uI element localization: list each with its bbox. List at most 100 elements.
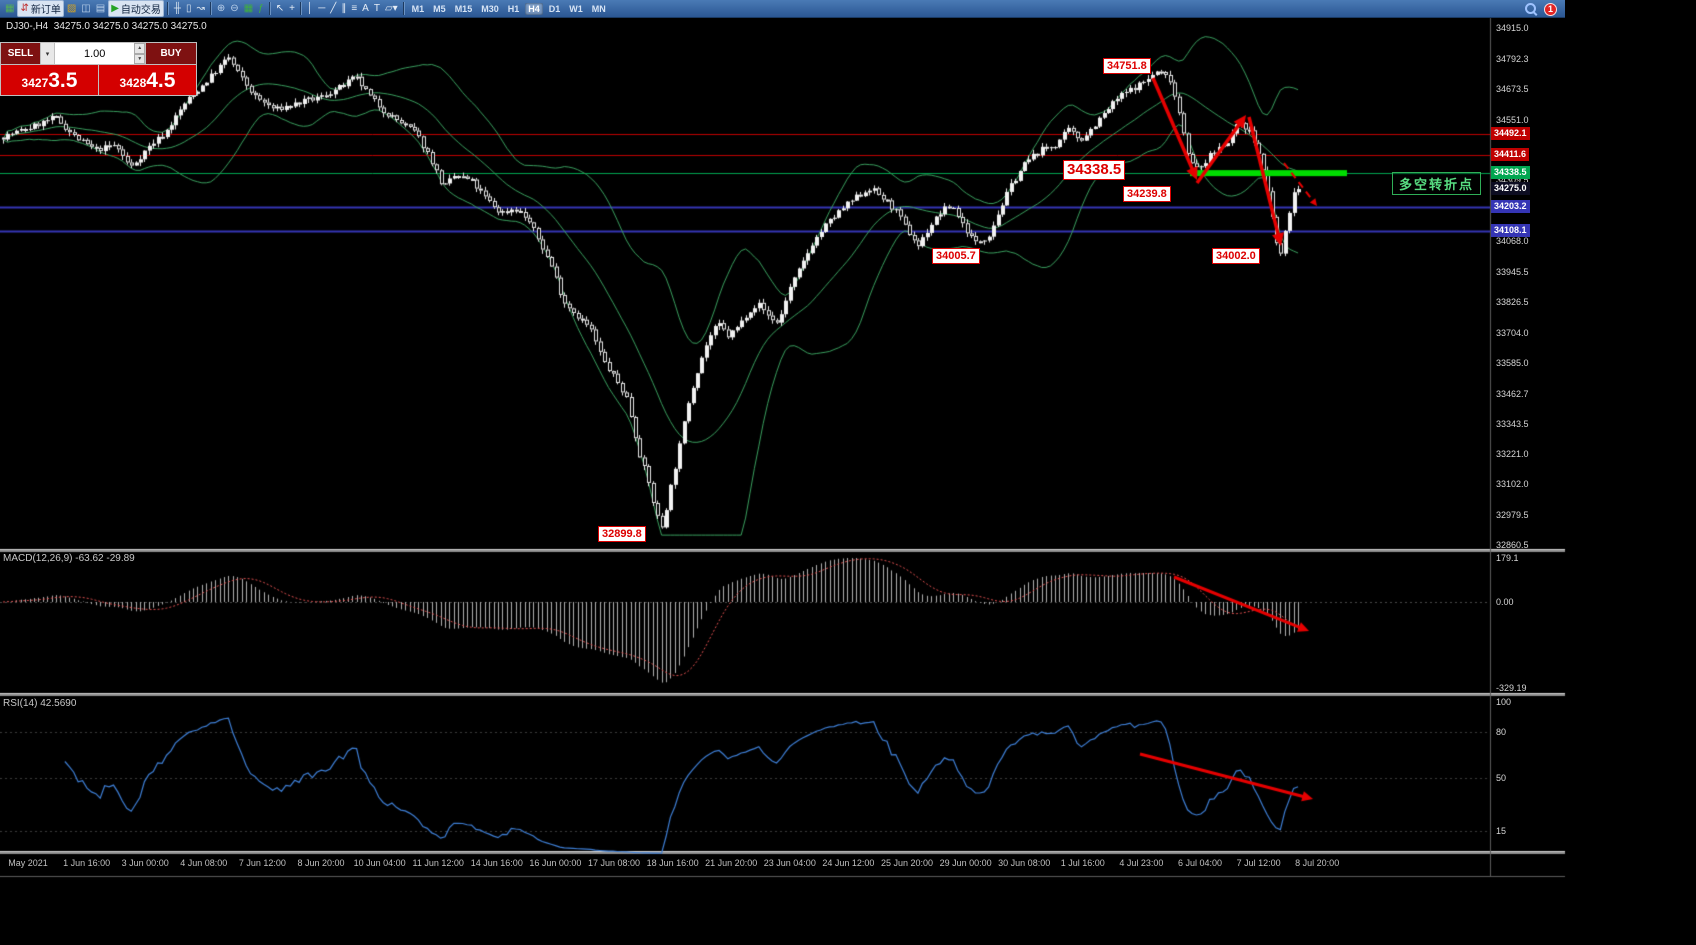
toolbar-right-group: 1 xyxy=(1524,2,1557,16)
time-axis-label: 24 Jun 12:00 xyxy=(822,858,875,868)
label-button[interactable]: T xyxy=(372,1,382,16)
price-axis-label: 34068.0 xyxy=(1496,236,1529,247)
order-type-dropdown[interactable]: ▾ xyxy=(41,43,54,64)
search-icon-handle xyxy=(1532,11,1538,16)
time-axis-label: May 2021 xyxy=(8,858,48,868)
buy-button[interactable]: BUY xyxy=(146,43,196,64)
timeframe-h4-button[interactable]: H4 xyxy=(525,2,543,15)
toolbar-separator xyxy=(209,2,212,15)
buy-price-big: 4.5 xyxy=(146,68,176,92)
indicators-icon: ƒ xyxy=(258,2,264,14)
price-line-label: 34203.2 xyxy=(1491,200,1530,214)
cursor-button[interactable]: ↖ xyxy=(274,1,286,16)
price-axis-label: 33704.0 xyxy=(1496,327,1529,338)
timeframe-m5-button[interactable]: M5 xyxy=(433,3,446,14)
vertical-line-button[interactable]: │ xyxy=(305,1,315,16)
buy-price-small: 3428 xyxy=(119,75,147,90)
zoom-in-button[interactable]: ⊕ xyxy=(215,1,227,16)
time-axis-label: 14 Jun 16:00 xyxy=(470,858,523,868)
price-axis-label: 33826.5 xyxy=(1496,296,1529,307)
rsi-label: RSI(14) 42.5690 xyxy=(3,698,77,709)
search-icon-circle xyxy=(1525,3,1536,14)
auto-trading-button-label: 自动交易 xyxy=(120,5,161,16)
price-line-label: 34411.6 xyxy=(1491,147,1530,161)
market-watch-button[interactable]: ◫ xyxy=(79,1,92,16)
channel-icon: ∥ xyxy=(341,2,347,14)
time-axis-label: 1 Jun 16:00 xyxy=(63,858,111,868)
shapes-button[interactable]: ▱▾ xyxy=(383,1,400,16)
timeframe-m15-button[interactable]: M15 xyxy=(454,3,473,14)
new-order-button-label: 新订单 xyxy=(30,5,61,16)
price-line-label: 34275.0 xyxy=(1491,182,1530,196)
price-axis-label: 34309.5 xyxy=(1496,175,1529,186)
price-line-label: 34338.5 xyxy=(1491,166,1530,180)
price-line-label: 34108.1 xyxy=(1491,224,1530,238)
fibonacci-button[interactable]: ≡ xyxy=(349,1,359,16)
auto-trading-button[interactable]: ▶ 自动交易 xyxy=(108,0,164,17)
time-axis-label: 6 Jul 04:00 xyxy=(1177,858,1223,868)
tile-windows-button[interactable]: ▦ xyxy=(242,1,255,16)
crosshair-icon: + xyxy=(289,2,295,14)
toolbar-separator xyxy=(299,2,302,15)
toolbar-separator xyxy=(166,2,169,15)
volume-input[interactable] xyxy=(55,43,135,64)
indicators-button[interactable]: ƒ xyxy=(256,1,266,16)
data-window-button[interactable]: ▤ xyxy=(94,1,107,16)
price-axis-label: 34551.0 xyxy=(1496,114,1529,125)
buy-price[interactable]: 3428 4.5 xyxy=(99,65,196,95)
price-axis-label: 33343.5 xyxy=(1496,418,1529,429)
cursor-icon: ↖ xyxy=(275,2,285,14)
price-axis-label: 33585.0 xyxy=(1496,357,1529,368)
line-chart-button[interactable]: ↝ xyxy=(195,1,207,16)
horizontal-line-button[interactable]: ─ xyxy=(316,1,327,16)
time-axis-label: 16 Jun 00:00 xyxy=(529,858,582,868)
volume-up-button[interactable]: ▲ xyxy=(134,43,145,54)
search-icon[interactable] xyxy=(1524,2,1538,16)
zoom-out-button[interactable]: ⊖ xyxy=(228,1,240,16)
price-annotation[interactable]: 32899.8 xyxy=(598,526,646,542)
sell-price[interactable]: 3427 3.5 xyxy=(1,65,98,95)
text-icon: A xyxy=(362,2,369,14)
history-center-button[interactable]: ▨ xyxy=(65,1,78,16)
timeframe-mn-button[interactable]: MN xyxy=(591,3,606,14)
time-axis-label: 23 Jun 04:00 xyxy=(763,858,816,868)
price-line-label: 34492.1 xyxy=(1491,127,1530,141)
volume-down-button[interactable]: ▼ xyxy=(134,53,145,64)
price-annotation[interactable]: 34338.5 xyxy=(1063,160,1126,180)
shapes-icon: ▱▾ xyxy=(384,2,398,14)
time-axis-label: 25 Jun 20:00 xyxy=(880,858,934,868)
trendline-button[interactable]: ╱ xyxy=(328,1,338,16)
price-annotation[interactable]: 34005.7 xyxy=(932,248,980,264)
timeframe-m1-button[interactable]: M1 xyxy=(411,3,425,14)
price-axis-label: 32860.5 xyxy=(1496,540,1529,551)
symbol-ohlc-line: DJ30-,H4 34275.0 34275.0 34275.0 34275.0 xyxy=(6,21,207,32)
crosshair-button[interactable]: + xyxy=(287,1,297,16)
timeframe-h1-button[interactable]: H1 xyxy=(507,3,520,14)
line-chart-icon: ↝ xyxy=(196,2,205,14)
time-axis-label: 17 Jun 08:00 xyxy=(587,858,641,868)
turning-point-note[interactable]: 多空转折点 xyxy=(1392,172,1482,195)
sell-button[interactable]: SELL xyxy=(1,43,40,64)
toolbar-separator xyxy=(268,2,271,15)
candlestick-chart-button[interactable]: ▯ xyxy=(184,1,194,16)
time-axis-label: 10 Jun 04:00 xyxy=(353,858,406,868)
text-button[interactable]: A xyxy=(360,1,371,16)
time-axis-label: 7 Jul 12:00 xyxy=(1236,858,1281,868)
main-toolbar: 1 ▦ ⇵ 新订单 ▨ ◫ ▤ ▶ 自动交易 ╫ ▯ ↝ ⊕ ⊖ ▦ ƒ ↖ + │ ─ ╱ ∥ ≡ A T ▱▾ M1 M5 M15… xyxy=(0,0,1565,18)
timeframe-m30-button[interactable]: M30 xyxy=(481,3,499,14)
channel-button[interactable]: ∥ xyxy=(339,1,348,16)
chart-window-button[interactable]: ▦ xyxy=(3,1,16,16)
new-order-button[interactable]: ⇵ 新订单 xyxy=(17,0,64,17)
notification-badge[interactable]: 1 xyxy=(1544,2,1557,16)
data-window-icon: ▤ xyxy=(95,2,106,14)
price-annotation[interactable]: 34002.0 xyxy=(1212,248,1260,264)
price-axis-label: 34915.0 xyxy=(1496,23,1529,34)
bar-chart-button[interactable]: ╫ xyxy=(172,1,183,16)
price-annotation[interactable]: 34239.8 xyxy=(1123,186,1171,202)
price-annotation[interactable]: 34751.8 xyxy=(1103,58,1151,74)
timeframe-w1-button[interactable]: W1 xyxy=(569,3,583,14)
auto-trading-icon: ▶ xyxy=(111,2,119,14)
price-axis-label: 32979.5 xyxy=(1496,510,1529,521)
timeframe-d1-button[interactable]: D1 xyxy=(548,3,561,14)
